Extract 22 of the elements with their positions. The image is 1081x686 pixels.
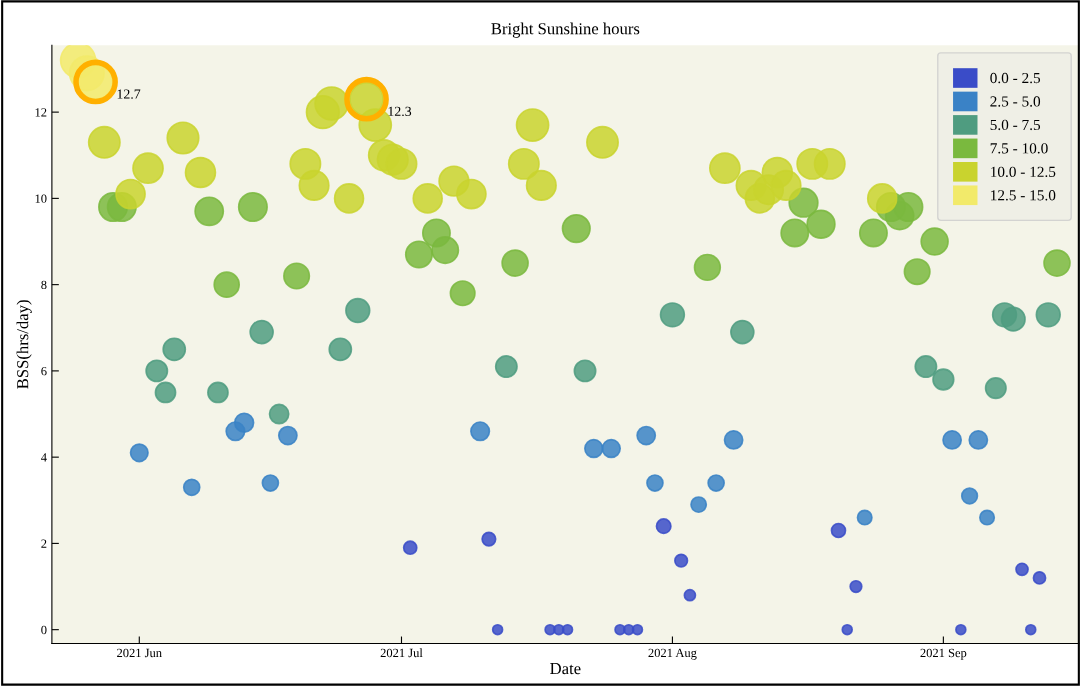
y-tick-label: 0 [41, 625, 47, 635]
annotation: 12.7 [117, 89, 141, 99]
annotation: 12.3 [388, 106, 412, 117]
legend-label: 0.0 - 2.5 [990, 72, 1041, 84]
legend-label: 7.5 - 10.0 [990, 143, 1048, 154]
x-tick-label: 2021 Sep [920, 648, 967, 660]
legend-label: 10.0 - 12.5 [991, 166, 1056, 178]
y-tick-label: 8 [41, 280, 47, 290]
legend-label: 5.0 - 7.5 [990, 119, 1041, 131]
y-tick-label: 2 [41, 539, 47, 548]
y-axis-title: BSS(hrs/day) [16, 300, 32, 389]
x-tick-label: 2021 Jul [380, 648, 423, 658]
legend-label: 2.5 - 5.0 [990, 96, 1041, 107]
legend-label: 12.5 - 15.0 [991, 190, 1056, 201]
y-tick-label: 6 [41, 366, 47, 376]
x-tick-label: 2021 Aug [648, 648, 697, 660]
x-axis-title: Date [550, 663, 581, 675]
y-tick-label: 10 [35, 194, 47, 203]
x-tick-label: 2021 Jun [117, 648, 162, 658]
chart-title: Bright Sunshine hours [491, 22, 640, 38]
y-tick-label: 12 [35, 108, 47, 117]
y-tick-label: 4 [41, 453, 47, 462]
